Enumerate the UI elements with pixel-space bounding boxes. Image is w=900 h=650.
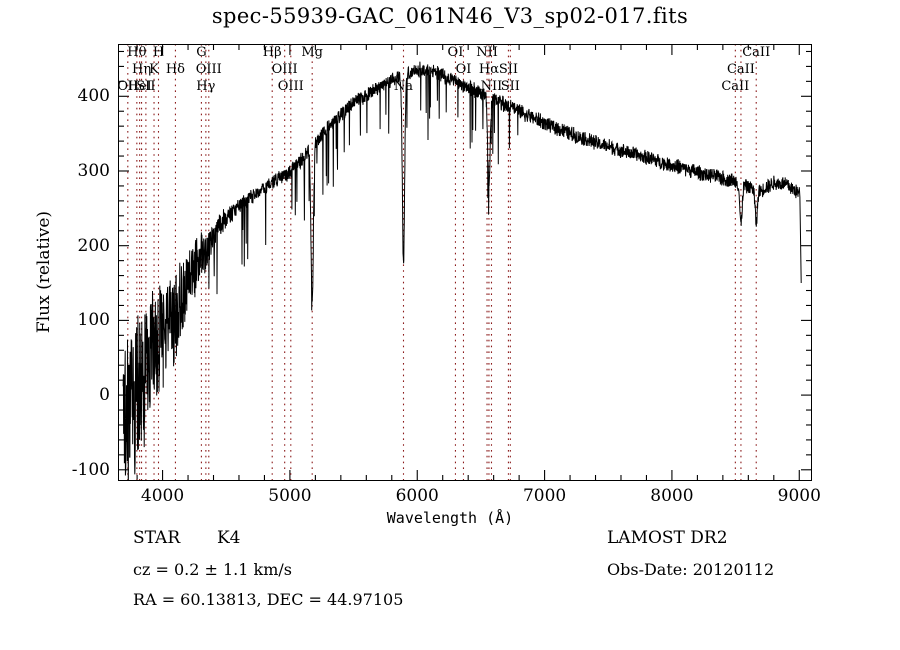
spectral-line-label: CaII — [742, 45, 771, 60]
spectrum-plot: OII Hθ HeI Hη SII K H Hδ G OIII Hγ Hβ OIII OIII Mg Na OI… — [117, 44, 812, 481]
spectral-line-label: Na — [393, 79, 414, 94]
x-tick-label: 5000 — [268, 486, 312, 506]
x-axis-tick-labels: 4000 5000 6000 7000 8000 9000 — [118, 486, 821, 512]
spectral-line-label: HeI — [127, 79, 152, 94]
spectral-line-label: NII — [476, 45, 498, 60]
spectral-line-label: NII — [480, 79, 503, 94]
spectral-line-label: Hα — [478, 62, 499, 77]
y-tick-label: 0 — [99, 385, 110, 406]
spectral-line-label: Hβ — [262, 45, 282, 60]
spectral-line-label: OIII — [195, 62, 222, 77]
page-title: spec-55939-GAC_061N46_V3_sp02-017.fits — [211, 4, 689, 28]
spectral-class: K4 — [216, 528, 241, 548]
x-tick-label: 9000 — [777, 486, 821, 506]
spectral-line-label: SII — [498, 62, 519, 77]
observation-date: Obs-Date: 20120112 — [607, 560, 775, 579]
spectral-line-label: OIII — [271, 62, 298, 77]
survey-name: LAMOST DR2 — [607, 528, 728, 548]
y-tick-label: 400 — [77, 86, 110, 107]
spectral-line-label: Hδ — [165, 62, 186, 77]
spectral-line-label: Hθ — [127, 45, 147, 60]
spectral-line-label: CaII — [721, 79, 750, 94]
spectral-line-label: OI — [447, 45, 464, 60]
spectral-line-label: OI — [455, 62, 472, 77]
spectral-line-label: H — [152, 45, 165, 60]
spectral-line-label: OIII — [277, 79, 304, 94]
spectral-line-label: SII — [500, 79, 520, 94]
redshift-velocity: cz = 0.2 ± 1.1 km/s — [133, 560, 292, 579]
x-tick-label: 6000 — [395, 486, 439, 506]
y-tick-label: 300 — [77, 160, 110, 181]
y-axis-tick-labels: -100 0 100 200 300 400 — [46, 44, 110, 481]
spectral-line-label: K — [149, 62, 159, 77]
metadata-panel: STAR K4 cz = 0.2 ± 1.1 km/s RA = 60.1381… — [0, 528, 900, 648]
spectrum-trace — [122, 61, 802, 481]
sky-coordinates: RA = 60.13813, DEC = 44.97105 — [133, 590, 404, 609]
spectral-line-label: Hγ — [196, 79, 216, 94]
spectral-line-label: Mg — [301, 45, 324, 60]
spectral-line-label: G — [196, 45, 207, 60]
y-axis-title: Flux (relative) — [34, 210, 54, 334]
x-tick-label: 7000 — [522, 486, 567, 506]
plot-frame — [118, 44, 812, 481]
spectral-line-label: SII — [136, 79, 156, 94]
x-tick-label: 8000 — [650, 486, 694, 506]
y-tick-label: -100 — [71, 459, 110, 480]
spectral-line-label: Hη — [131, 62, 152, 77]
y-tick-label: 200 — [77, 235, 110, 256]
object-type-and-class: STAR K4 — [133, 528, 240, 548]
y-tick-label: 100 — [77, 310, 110, 331]
spectral-line-label: OII — [117, 79, 139, 94]
x-tick-label: 4000 — [140, 486, 185, 506]
x-axis-title: Wavelength (Å) — [386, 509, 514, 527]
spectral-line-label: CaII — [726, 62, 755, 77]
object-type: STAR — [133, 528, 181, 548]
